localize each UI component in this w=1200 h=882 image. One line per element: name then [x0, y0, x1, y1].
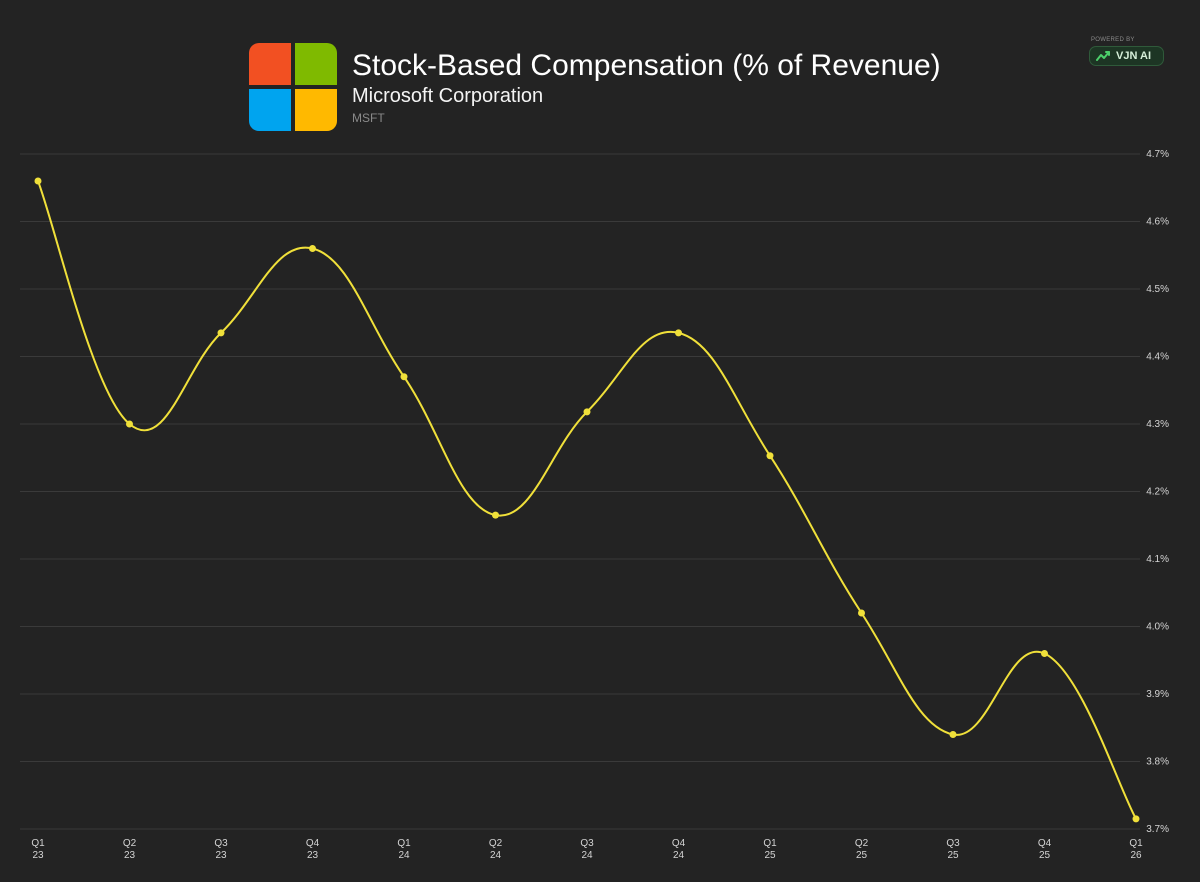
data-point[interactable] — [309, 245, 316, 252]
y-tick-label: 4.0% — [1146, 622, 1169, 633]
data-point[interactable] — [583, 408, 591, 416]
y-tick-label: 4.6% — [1146, 217, 1169, 228]
y-axis-ticks: 3.7% 3.8% 3.9% 4.0% 4.1% 4.2% 4.3% 4.4% 4.5% 4.6%… — [1146, 149, 1169, 835]
y-tick-label: 4.5% — [1146, 284, 1169, 295]
y-tick-label: 3.8% — [1146, 757, 1169, 768]
x-tick-label: Q1 24 — [397, 838, 411, 861]
x-tick-label: Q4 25 — [1038, 838, 1052, 861]
logo-tile-red — [249, 43, 291, 85]
trending-up-icon — [1096, 51, 1110, 61]
logo-tile-yellow — [295, 89, 337, 131]
y-tick-label: 3.7% — [1146, 824, 1169, 835]
data-point[interactable] — [217, 329, 225, 337]
data-points — [34, 177, 1140, 823]
x-tick-label: Q2 24 — [489, 838, 503, 861]
ticker-symbol: MSFT — [352, 111, 385, 125]
data-point[interactable] — [400, 373, 408, 381]
x-tick-label: Q3 23 — [214, 838, 228, 861]
grid-lines — [20, 153, 1140, 830]
brand-name: VJN AI — [1116, 50, 1152, 62]
data-point[interactable] — [1132, 815, 1140, 823]
x-tick-label: Q2 23 — [123, 838, 137, 861]
x-axis-ticks: Q1 23 Q2 23 Q3 23 Q4 23 Q1 24 Q2 24 Q3 24 Q4 24 Q1 25 Q2 25… — [31, 838, 1143, 861]
logo-tile-green — [295, 43, 337, 85]
powered-by-label: POWERED BY — [1091, 37, 1135, 43]
brand-pill: VJN AI — [1089, 46, 1164, 66]
y-tick-label: 4.3% — [1146, 419, 1169, 430]
x-tick-label: Q1 23 — [31, 838, 45, 861]
microsoft-logo-icon — [249, 43, 337, 131]
branding-badge[interactable]: POWERED BY VJN AI — [1089, 36, 1164, 66]
chart-header: Stock-Based Compensation (% of Revenue) … — [249, 43, 941, 131]
x-tick-label: Q1 26 — [1129, 838, 1143, 861]
x-tick-label: Q4 23 — [306, 838, 320, 861]
y-tick-label: 4.2% — [1146, 487, 1169, 498]
company-name: Microsoft Corporation — [352, 85, 544, 107]
data-point[interactable] — [34, 177, 42, 185]
data-point[interactable] — [1041, 650, 1048, 657]
y-tick-label: 4.1% — [1146, 554, 1169, 565]
data-point[interactable] — [858, 609, 865, 617]
x-tick-label: Q3 24 — [580, 838, 594, 861]
chart-title: Stock-Based Compensation (% of Revenue) — [352, 49, 941, 82]
y-tick-label: 4.4% — [1146, 352, 1169, 363]
y-tick-label: 4.7% — [1146, 149, 1169, 160]
data-point[interactable] — [766, 452, 774, 460]
y-tick-label: 3.9% — [1146, 689, 1169, 700]
title-block: Stock-Based Compensation (% of Revenue) … — [352, 49, 941, 126]
logo-tile-blue — [249, 89, 291, 131]
data-point[interactable] — [949, 731, 957, 738]
series-line — [37, 180, 1137, 820]
data-point[interactable] — [126, 420, 133, 428]
data-point[interactable] — [492, 511, 499, 519]
data-point[interactable] — [675, 329, 682, 337]
x-tick-label: Q3 25 — [946, 838, 960, 861]
x-tick-label: Q1 25 — [763, 838, 777, 861]
x-tick-label: Q4 24 — [672, 838, 686, 861]
x-tick-label: Q2 25 — [855, 838, 869, 861]
